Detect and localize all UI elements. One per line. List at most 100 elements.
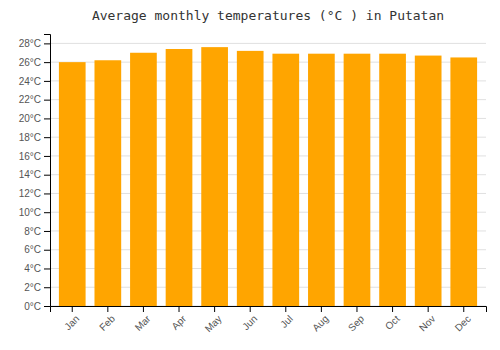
bar bbox=[379, 54, 406, 306]
tick-label: 16°C bbox=[19, 151, 41, 162]
tick: 20°C bbox=[19, 113, 50, 124]
tick: Jan bbox=[62, 306, 81, 332]
tick: Oct bbox=[383, 306, 402, 332]
bar bbox=[201, 47, 228, 306]
tick-mark bbox=[463, 306, 464, 312]
tick-label: Sep bbox=[346, 313, 367, 334]
tick-label: 4°C bbox=[24, 263, 41, 274]
tick-label: 8°C bbox=[24, 226, 41, 237]
bar bbox=[166, 49, 193, 306]
tick-label: 10°C bbox=[19, 207, 41, 218]
y-axis: 0°C 2°C 4°C 6°C 8°C 10°C 12°C 14°C 16°C 18°C 20°C 2… bbox=[19, 35, 51, 312]
tick-mark bbox=[44, 212, 50, 213]
tick-label: 14°C bbox=[19, 169, 41, 180]
x-axis: Jan Feb Mar Apr May Jun Jul Aug Sep Oct Nov Dec bbox=[51, 306, 487, 334]
tick: Nov bbox=[417, 306, 437, 333]
tick-label: Aug bbox=[310, 313, 330, 333]
tick: 0°C bbox=[24, 301, 50, 312]
tick-mark bbox=[44, 268, 50, 269]
tick: 2°C bbox=[24, 282, 50, 293]
tick-label: 12°C bbox=[19, 188, 41, 199]
tick-label: 6°C bbox=[24, 244, 41, 255]
tick-mark bbox=[44, 193, 50, 194]
tick-label: 18°C bbox=[19, 132, 41, 143]
tick-label: Jan bbox=[62, 313, 81, 332]
chart: 0°C 2°C 4°C 6°C 8°C 10°C 12°C 14°C 16°C 18°C 20°C 2… bbox=[0, 0, 500, 350]
tick-mark bbox=[285, 306, 286, 312]
tick: 12°C bbox=[19, 188, 50, 199]
tick-label: 28°C bbox=[19, 38, 41, 49]
bars bbox=[59, 47, 477, 306]
bar bbox=[272, 54, 299, 306]
bar bbox=[344, 54, 371, 306]
tick: Apr bbox=[169, 306, 188, 332]
tick-label: Nov bbox=[417, 313, 437, 333]
tick-label: Feb bbox=[97, 313, 117, 333]
tick: 28°C bbox=[19, 38, 50, 49]
title: Average monthly temperatures (°C ) in Pu… bbox=[92, 8, 444, 23]
tick: May bbox=[203, 306, 224, 334]
bar bbox=[308, 54, 335, 306]
tick-mark bbox=[44, 156, 50, 157]
tick: 8°C bbox=[24, 226, 50, 237]
tick: 22°C bbox=[19, 94, 50, 105]
grid bbox=[50, 43, 486, 306]
bar bbox=[59, 62, 86, 306]
tick: Aug bbox=[310, 306, 330, 333]
tick-label: 20°C bbox=[19, 113, 41, 124]
tick: 18°C bbox=[19, 132, 50, 143]
bar bbox=[94, 60, 121, 306]
tick: 14°C bbox=[19, 169, 50, 180]
tick: 26°C bbox=[19, 57, 50, 68]
tick-label: Oct bbox=[383, 313, 402, 332]
tick-mark bbox=[321, 306, 322, 312]
tick: 16°C bbox=[19, 151, 50, 162]
tick-label: 22°C bbox=[19, 94, 41, 105]
tick-mark bbox=[179, 306, 180, 312]
tick-label: Mar bbox=[133, 313, 153, 333]
tick-mark bbox=[44, 118, 50, 119]
tick-mark bbox=[44, 62, 50, 63]
tick: Jun bbox=[240, 306, 259, 332]
tick-mark bbox=[44, 306, 50, 307]
tick-label: 24°C bbox=[19, 76, 41, 87]
grid-line bbox=[50, 43, 486, 44]
tick-label: Dec bbox=[453, 313, 473, 333]
tick-mark bbox=[250, 306, 251, 312]
chart-container: 0°C 2°C 4°C 6°C 8°C 10°C 12°C 14°C 16°C 18°C 20°C 2… bbox=[0, 0, 500, 350]
tick: 10°C bbox=[19, 207, 50, 218]
tick-label: May bbox=[203, 313, 224, 334]
bar bbox=[237, 51, 264, 306]
tick-mark bbox=[143, 306, 144, 312]
tick-label: Apr bbox=[169, 313, 188, 332]
tick-label: Jul bbox=[278, 313, 295, 330]
tick-mark bbox=[44, 43, 50, 44]
tick-mark bbox=[392, 306, 393, 312]
tick-mark bbox=[44, 250, 50, 251]
tick-mark bbox=[44, 175, 50, 176]
tick: Mar bbox=[133, 306, 153, 333]
bar bbox=[450, 57, 477, 306]
tick-mark bbox=[44, 81, 50, 82]
tick: Sep bbox=[346, 306, 367, 333]
tick-mark bbox=[44, 231, 50, 232]
axis-line bbox=[44, 35, 51, 307]
tick-label: Jun bbox=[240, 313, 259, 332]
tick-mark bbox=[72, 306, 73, 312]
tick-label: 0°C bbox=[24, 301, 41, 312]
tick-mark bbox=[356, 306, 357, 312]
tick-mark bbox=[44, 100, 50, 101]
tick-mark bbox=[428, 306, 429, 312]
tick-mark bbox=[107, 306, 108, 312]
tick: 24°C bbox=[19, 76, 50, 87]
plot: 0°C 2°C 4°C 6°C 8°C 10°C 12°C 14°C 16°C 18°C 20°C 2… bbox=[19, 35, 487, 335]
tick-label: 26°C bbox=[19, 57, 41, 68]
tick-mark bbox=[44, 287, 50, 288]
tick-mark bbox=[214, 306, 215, 312]
tick: Jul bbox=[278, 306, 295, 330]
tick: 4°C bbox=[24, 263, 50, 274]
bar bbox=[415, 56, 442, 306]
bar bbox=[130, 53, 157, 306]
tick: Feb bbox=[97, 306, 117, 333]
tick: Dec bbox=[453, 306, 473, 333]
